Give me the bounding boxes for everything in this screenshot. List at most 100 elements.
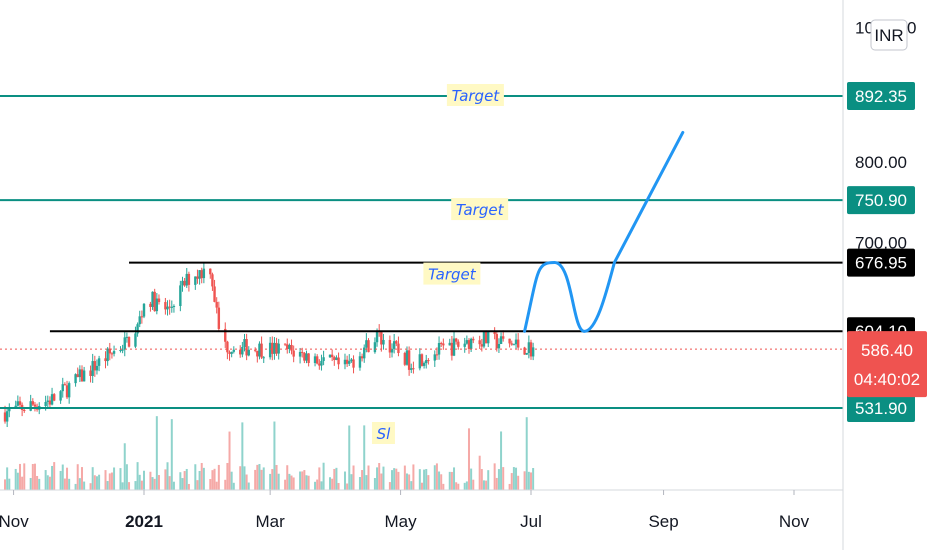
volume-bar (322, 462, 325, 490)
volume-bar (277, 473, 280, 490)
candle (472, 336, 475, 344)
volume-bar (106, 481, 109, 490)
volume-bar (123, 443, 126, 490)
volume-bar (172, 481, 175, 490)
volume-bar (290, 475, 293, 490)
volume-bar (98, 474, 101, 490)
volume-bar (301, 471, 304, 490)
candle (5, 408, 9, 428)
candle (230, 351, 233, 358)
volume-bar (420, 482, 423, 490)
volume-bar (121, 482, 124, 490)
volume-bar (230, 471, 233, 490)
candle (48, 396, 52, 408)
candle (8, 403, 11, 418)
projection-path (523, 130, 685, 333)
candle (33, 402, 37, 412)
volume-bar (138, 474, 141, 490)
volume-bar (113, 467, 116, 490)
volume-bar (527, 471, 530, 490)
volume-bar (412, 464, 415, 490)
volume-bar (76, 464, 79, 490)
last-price-label: 586.40 04:40:02 (847, 331, 927, 398)
volume-bar (140, 480, 143, 490)
volume-bar (31, 464, 34, 490)
candle (315, 354, 319, 365)
price-label-676.95: 676.95 (847, 248, 915, 277)
volume-bar (316, 479, 319, 490)
candle (358, 351, 362, 371)
volume-bar (128, 482, 131, 490)
volume-bar (8, 478, 11, 490)
candle (493, 327, 496, 340)
volume-bar (21, 476, 24, 490)
price-label-text: 750.90 (855, 191, 907, 210)
currency-badge[interactable]: INR (870, 19, 908, 51)
volume-bar (262, 467, 265, 490)
candle (420, 353, 424, 367)
y-tick-label: 700.00 (855, 233, 907, 252)
candle (181, 276, 184, 292)
volume-bar (463, 482, 466, 490)
volume-bar (292, 477, 295, 490)
volume-bar (478, 455, 481, 490)
volume-bar (525, 417, 528, 490)
candle (305, 350, 308, 364)
volume-bar (243, 466, 246, 490)
volume-bar (467, 428, 470, 490)
volume-bar (228, 431, 231, 490)
volume-bar (288, 473, 291, 490)
volume-bar (395, 468, 398, 490)
candle (395, 340, 398, 347)
candle (367, 338, 370, 353)
volume-bar (305, 475, 308, 490)
candle (97, 355, 101, 372)
candle (392, 333, 396, 354)
candle (112, 345, 116, 357)
x-tick-label: 2021 (125, 512, 163, 531)
volume-bar (196, 480, 199, 490)
candle (123, 330, 126, 357)
x-tick-label: Mar (256, 512, 286, 531)
volume-bar (271, 469, 274, 490)
candle (226, 340, 229, 360)
candle (63, 382, 67, 386)
candle (425, 354, 428, 369)
candle (380, 330, 383, 352)
volume-bar (213, 468, 216, 490)
volume-bar (470, 468, 473, 490)
volume-bar (63, 478, 66, 490)
price-label-892.35: 892.35 (847, 82, 915, 110)
candle (106, 347, 109, 366)
volume-bar (331, 478, 334, 490)
volume-bar (78, 478, 81, 490)
volume-bar (286, 465, 289, 490)
candle (313, 353, 317, 367)
projection-curve (523, 130, 685, 333)
candle (495, 331, 498, 352)
volume-bar (83, 481, 86, 490)
horizontal-levels[interactable] (0, 95, 843, 409)
price-labels: 892.35750.90676.95604.10531.90586.4004:4… (847, 82, 927, 422)
candle (104, 351, 107, 369)
candle (292, 345, 295, 363)
volume-bar (198, 470, 201, 490)
candle (345, 355, 349, 367)
volume-bar (373, 478, 376, 490)
volume-bar (93, 475, 96, 490)
volume-bar (91, 467, 94, 490)
svg-text:Target: Target (452, 87, 501, 105)
volume-bar (258, 464, 261, 490)
candle (89, 365, 92, 383)
candle (418, 348, 422, 371)
candle (95, 359, 99, 375)
candle (243, 333, 246, 352)
last-price-value: 586.40 (861, 341, 913, 360)
candle (512, 343, 516, 346)
volume-bar (284, 479, 287, 490)
volume-bar (448, 471, 451, 490)
volume-bar (179, 472, 182, 490)
candle (328, 354, 332, 358)
candle (457, 339, 460, 350)
